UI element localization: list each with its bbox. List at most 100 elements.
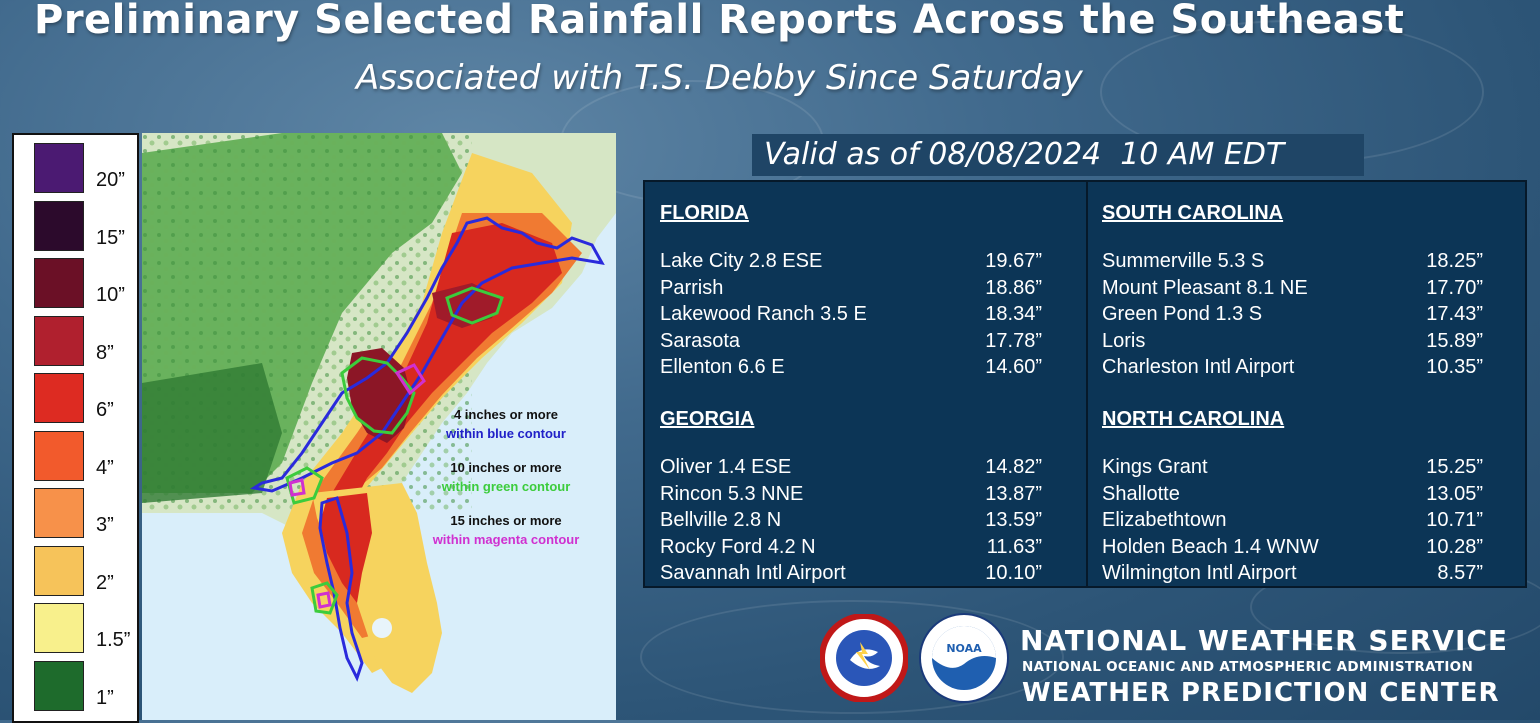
state-heading: GEORGIA: [660, 408, 755, 430]
report-amount: 10.71”: [1426, 509, 1483, 531]
blue-contour-florida: [318, 496, 364, 682]
report-amount: 14.82”: [985, 456, 1042, 478]
report-amount: 17.78”: [985, 329, 1042, 352]
report-row: Charleston Intl Airport 10.35”: [1102, 354, 1483, 380]
legend-label: 6”: [96, 399, 114, 421]
noaa-logo: NOAA: [918, 612, 1010, 704]
blue-contour: [249, 216, 605, 493]
footer-nws: NATIONAL WEATHER SERVICE: [1020, 624, 1509, 657]
map-annotation-line1: 4 inches or more: [454, 407, 558, 422]
report-location: Wilmington Intl Airport: [1102, 562, 1297, 584]
legend-swatch: [34, 660, 84, 711]
report-row: Summerville 5.3 S 18.25”: [1102, 248, 1483, 274]
legend-label: 4”: [96, 456, 114, 479]
report-row: Kings Grant 15.25”: [1102, 454, 1483, 480]
valid-timestamp: Valid as of 08/08/2024 10 AM EDT: [752, 134, 1364, 176]
rainfall-legend: 20” 15” 10” 8” 6” 4” 3” 2” 1.5” 1”: [12, 133, 139, 723]
green-contour: [340, 356, 416, 435]
footer-wpc: WEATHER PREDICTION CENTER: [1022, 678, 1500, 708]
report-amount: 13.05”: [1426, 482, 1483, 505]
report-amount: 13.59”: [985, 509, 1042, 531]
report-location: Lake City 2.8 ESE: [660, 250, 823, 272]
magenta-contour: [316, 591, 332, 609]
report-amount: 15.25”: [1426, 456, 1483, 478]
report-amount: 18.86”: [985, 276, 1042, 299]
report-row: Parrish 18.86”: [660, 275, 1042, 301]
report-row: Shallotte 13.05”: [1102, 481, 1483, 507]
legend-label: 8”: [96, 341, 114, 364]
report-location: Green Pond 1.3 S: [1102, 303, 1263, 325]
report-amount: 18.25”: [1426, 250, 1483, 272]
green-contour: [285, 466, 324, 505]
report-row: Rocky Ford 4.2 N 11.63”: [660, 534, 1042, 560]
legend-label: 1.5”: [96, 629, 131, 651]
report-location: Rincon 5.3 NNE: [660, 482, 804, 505]
report-row: Ellenton 6.6 E 14.60”: [660, 354, 1042, 380]
report-location: Savannah Intl Airport: [660, 562, 846, 584]
report-location: Ellenton 6.6 E: [660, 356, 785, 378]
green-contour-florida: [310, 581, 339, 615]
state-heading: FLORIDA: [660, 202, 749, 224]
map-annotation-line2: within green contour: [441, 479, 571, 494]
report-row: Lake City 2.8 ESE 19.67”: [660, 248, 1042, 274]
legend-swatch: [34, 488, 84, 538]
report-row: Green Pond 1.3 S 17.43”: [1102, 301, 1483, 327]
magenta-contour: [394, 363, 426, 396]
page-subtitle: Associated with T.S. Debby Since Saturda…: [356, 58, 1083, 98]
report-location: Mount Pleasant 8.1 NE: [1102, 276, 1308, 299]
red-rain-band: [327, 223, 562, 603]
report-row: Elizabethtown 10.71”: [1102, 507, 1483, 533]
map-annotation-line1: 10 inches or more: [450, 460, 561, 475]
legend-label: 3”: [96, 514, 114, 536]
report-amount: 10.10”: [985, 562, 1042, 584]
report-row: Bellville 2.8 N 13.59”: [660, 507, 1042, 533]
report-row: Rincon 5.3 NNE 13.87”: [660, 481, 1042, 507]
report-row: Loris 15.89”: [1102, 328, 1483, 354]
report-location: Shallotte: [1102, 482, 1180, 505]
report-location: Summerville 5.3 S: [1102, 250, 1265, 272]
footer-noaa: NATIONAL OCEANIC AND ATMOSPHERIC ADMINIS…: [1022, 659, 1474, 675]
page-title: Preliminary Selected Rainfall Reports Ac…: [34, 0, 1405, 43]
legend-label: 10”: [96, 284, 125, 306]
report-location: Sarasota: [660, 329, 741, 352]
report-row: Wilmington Intl Airport 8.57”: [1102, 560, 1483, 586]
report-amount: 13.87”: [985, 482, 1042, 505]
legend-swatch: [34, 545, 84, 596]
report-amount: 17.70”: [1426, 276, 1483, 299]
green-contour: [445, 286, 504, 325]
report-location: Kings Grant: [1102, 456, 1208, 478]
legend-swatch: [34, 143, 84, 193]
orange-rain-band: [302, 213, 582, 638]
report-amount: 8.57”: [1437, 562, 1483, 584]
report-row: Sarasota 17.78”: [660, 328, 1042, 354]
legend-label: 1”: [96, 686, 114, 709]
map-annotation-line1: 15 inches or more: [450, 513, 561, 528]
legend-swatch: [34, 373, 84, 423]
florida-red-band: [320, 493, 372, 603]
report-location: Oliver 1.4 ESE: [660, 456, 792, 478]
legend-swatch: [34, 315, 84, 366]
legend-swatch: [34, 200, 84, 251]
report-amount: 18.34”: [985, 303, 1042, 325]
legend-label: 15”: [96, 226, 125, 249]
report-amount: 15.89”: [1426, 329, 1483, 352]
rainfall-map: 4 inches or more within blue contour 10 in…: [142, 133, 616, 720]
map-annotations: 4 inches or more within blue contour 10 in…: [432, 407, 580, 547]
map-annotation-line2: within magenta contour: [432, 532, 580, 547]
report-amount: 11.63”: [986, 535, 1042, 558]
report-row: Holden Beach 1.4 WNW 10.28”: [1102, 534, 1483, 560]
rainfall-map-svg: 4 inches or more within blue contour 10 in…: [142, 133, 616, 720]
magenta-contour: [288, 478, 306, 497]
green-heavier-rain: [142, 363, 282, 503]
nws-logo: [819, 613, 909, 703]
column-divider: [1086, 182, 1088, 586]
report-location: Parrish: [660, 276, 724, 299]
state-heading: NORTH CAROLINA: [1102, 408, 1285, 430]
map-annotation-line2: within blue contour: [445, 426, 566, 441]
legend-label: 2”: [96, 571, 114, 594]
legend-swatch: [34, 258, 84, 308]
report-row: Lakewood Ranch 3.5 E 18.34”: [660, 301, 1042, 327]
report-amount: 10.28”: [1426, 535, 1483, 558]
report-amount: 19.67”: [985, 250, 1042, 272]
legend-swatch: [34, 430, 84, 481]
